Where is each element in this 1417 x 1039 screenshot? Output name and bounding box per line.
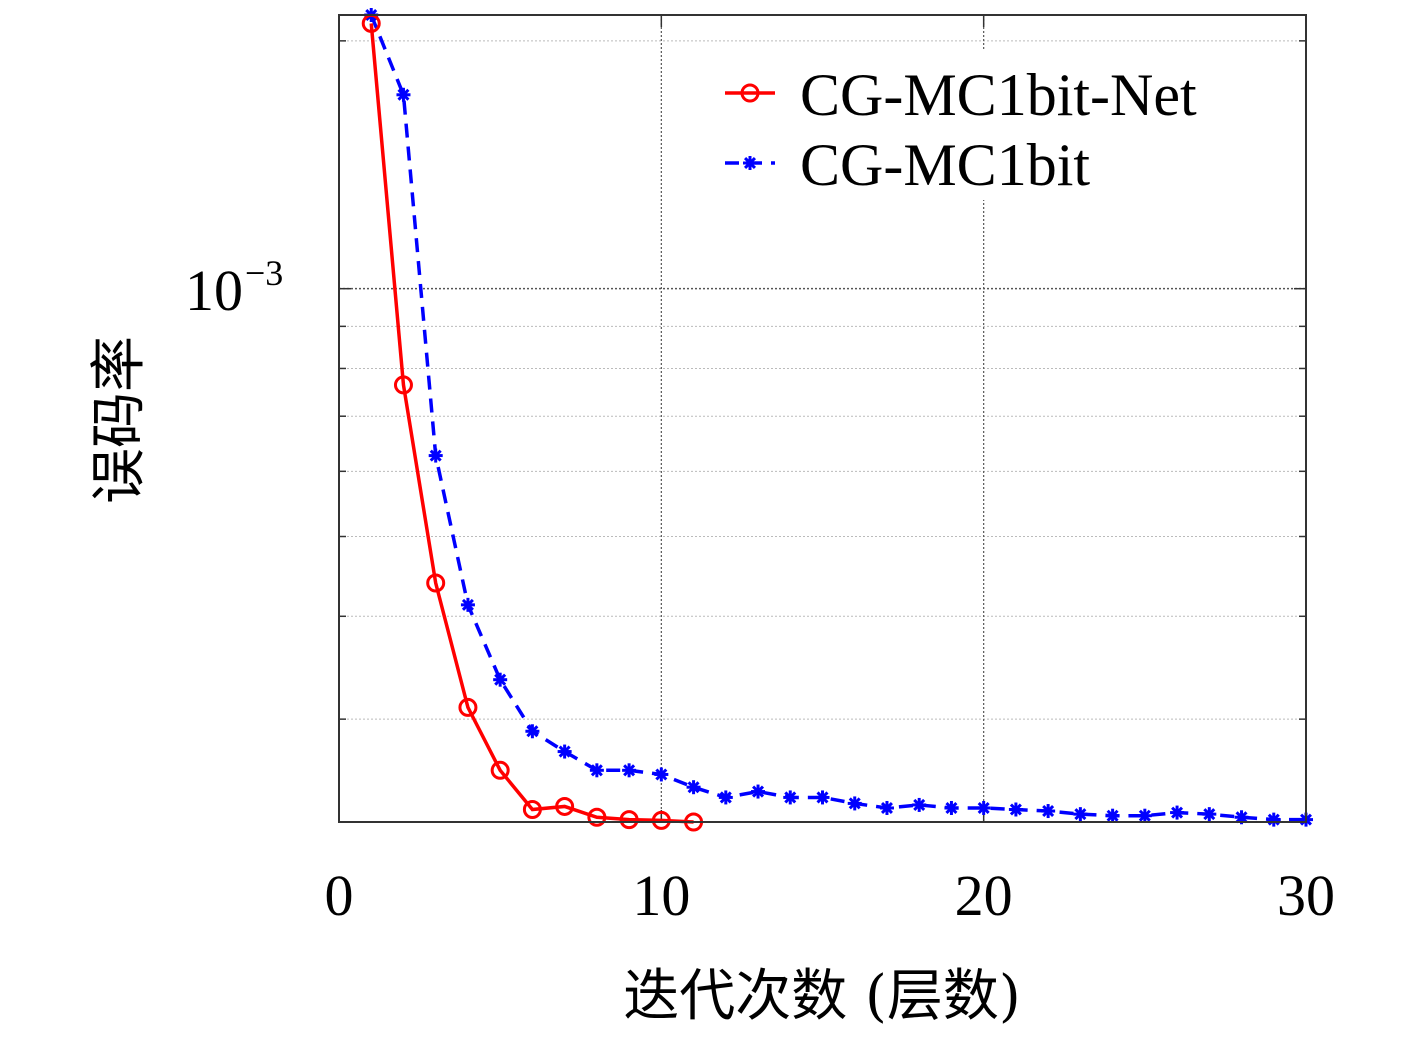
asterisk-stroke: [1171, 806, 1184, 819]
asterisk-marker: [525, 724, 540, 739]
asterisk-stroke: [743, 156, 757, 170]
asterisk-marker: [557, 744, 572, 759]
asterisk-marker: [1202, 807, 1217, 822]
asterisk-stroke: [623, 764, 636, 777]
data-point: [393, 375, 413, 395]
y-axis-label: 误码率: [87, 336, 152, 504]
grid: [338, 15, 1307, 822]
data-point: [555, 796, 575, 816]
data-point: [426, 573, 446, 593]
x-tick-label: 0: [325, 863, 354, 928]
asterisk-marker: [743, 156, 757, 170]
asterisk-marker: [686, 780, 701, 795]
asterisk-stroke: [913, 798, 926, 811]
asterisk-marker: [976, 800, 991, 815]
asterisk-stroke: [1235, 811, 1248, 824]
asterisk-marker: [1105, 808, 1120, 823]
asterisk-stroke: [1074, 808, 1087, 821]
legend: CG-MC1bit-Net CG-MC1bit: [705, 50, 1295, 200]
data-point: [458, 697, 478, 717]
asterisk-marker: [879, 800, 894, 815]
asterisk-stroke: [752, 785, 765, 798]
asterisk-stroke: [848, 797, 861, 810]
x-tick-label: 30: [1277, 863, 1335, 928]
asterisk-marker: [1170, 805, 1185, 820]
asterisk-marker: [1041, 804, 1056, 819]
series-line-cg-mc1bit: [369, 14, 1306, 822]
asterisk-stroke: [1042, 805, 1055, 818]
asterisk-marker: [654, 767, 669, 782]
asterisk-marker: [589, 763, 604, 778]
legend-label-cg-mc1bit-net: CG-MC1bit-Net: [800, 62, 1197, 128]
asterisk-stroke: [397, 88, 410, 101]
legend-box: [705, 50, 1295, 200]
asterisk-marker: [622, 763, 637, 778]
x-tick-label: 20: [955, 863, 1013, 928]
asterisk-marker: [751, 784, 766, 799]
asterisk-marker: [1073, 807, 1088, 822]
asterisk-stroke: [1138, 809, 1151, 822]
asterisk-stroke: [880, 801, 893, 814]
asterisk-marker: [912, 797, 927, 812]
plot-frame: [338, 14, 1307, 823]
data-point: [619, 810, 639, 830]
series-layer: [361, 8, 1313, 832]
asterisk-marker: [1266, 812, 1281, 827]
y-tick-label-base: 10: [185, 258, 243, 323]
x-tick-labels: 0 10 20 30: [325, 863, 1336, 928]
asterisk-stroke: [526, 725, 539, 738]
asterisk-marker: [783, 790, 798, 805]
data-point: [522, 800, 542, 820]
legend-label-cg-mc1bit: CG-MC1bit: [800, 132, 1090, 198]
asterisk-stroke: [590, 764, 603, 777]
asterisk-marker: [1008, 802, 1023, 817]
asterisk-stroke: [1106, 809, 1119, 822]
data-point: [587, 807, 607, 827]
asterisk-stroke: [719, 791, 732, 804]
asterisk-marker: [944, 800, 959, 815]
data-point: [490, 760, 510, 780]
asterisk-stroke: [655, 768, 668, 781]
legend-marker-asterisk: [743, 156, 757, 170]
asterisk-stroke: [784, 791, 797, 804]
asterisk-stroke: [1009, 803, 1022, 816]
asterisk-stroke: [429, 449, 442, 462]
x-axis-label: 迭代次数 (层数): [623, 964, 1021, 1029]
asterisk-marker: [847, 796, 862, 811]
asterisk-marker: [718, 790, 733, 805]
legend-marker-circle: [740, 83, 760, 103]
asterisk-marker: [428, 448, 443, 463]
y-tick-label-exponent: −3: [245, 253, 283, 293]
asterisk-stroke: [494, 673, 507, 686]
asterisk-stroke: [816, 791, 829, 804]
asterisk-marker: [460, 597, 475, 612]
asterisk-stroke: [558, 745, 571, 758]
asterisk-stroke: [1203, 808, 1216, 821]
series-line-cg-mc1bit-net: [369, 23, 694, 824]
asterisk-marker: [493, 672, 508, 687]
asterisk-marker: [396, 87, 411, 102]
asterisk-stroke: [945, 801, 958, 814]
data-point: [651, 810, 671, 830]
asterisk-stroke: [687, 781, 700, 794]
x-tick-label: 10: [632, 863, 690, 928]
asterisk-stroke: [977, 801, 990, 814]
asterisk-marker: [1137, 808, 1152, 823]
asterisk-stroke: [461, 598, 474, 611]
asterisk-marker: [815, 790, 830, 805]
